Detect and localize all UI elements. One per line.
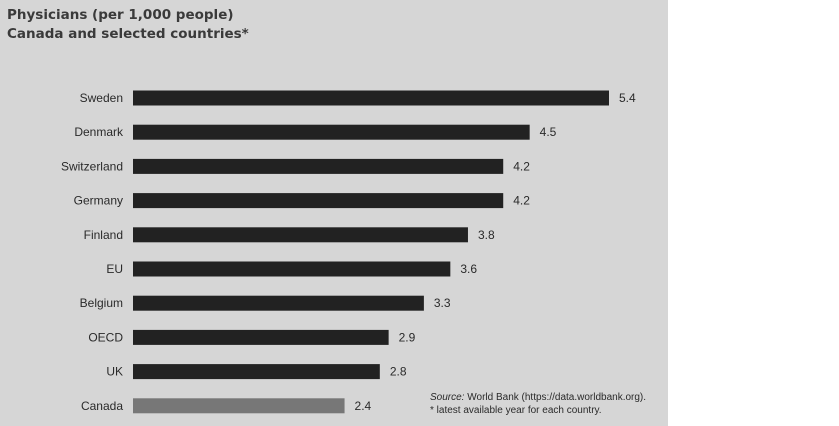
value-label-germany: 4.2	[513, 194, 530, 208]
bar-denmark	[133, 124, 530, 140]
chart-subtitle: Canada and selected countries*	[7, 26, 249, 42]
source-label: Source:	[430, 392, 465, 403]
bar-eu	[133, 261, 451, 277]
value-label-sweden: 5.4	[619, 91, 636, 105]
value-label-finland: 3.8	[478, 228, 495, 242]
bar-sweden	[133, 90, 609, 106]
bar-uk	[133, 364, 380, 380]
category-label-uk: UK	[106, 365, 123, 379]
bar-canada	[133, 398, 345, 414]
source-text: World Bank (https://data.worldbank.org).	[467, 392, 647, 403]
chart-title: Physicians (per 1,000 people)	[7, 7, 234, 23]
value-label-oecd: 2.9	[399, 330, 416, 344]
chart-panel: Physicians (per 1,000 people) Canada and…	[0, 0, 668, 426]
value-label-denmark: 4.5	[540, 125, 557, 139]
category-label-denmark: Denmark	[74, 125, 124, 139]
bar-chart: Sweden 5.4 Denmark 4.5 Switzerland 4.2 Germany…	[61, 90, 636, 414]
category-label-sweden: Sweden	[80, 91, 123, 105]
category-label-switzerland: Switzerland	[61, 159, 123, 173]
bar-germany	[133, 193, 504, 209]
value-label-eu: 3.6	[460, 262, 477, 276]
value-label-uk: 2.8	[390, 365, 407, 379]
bar-oecd	[133, 329, 389, 345]
category-label-canada: Canada	[81, 399, 123, 413]
value-label-canada: 2.4	[355, 399, 372, 413]
bar-finland	[133, 227, 468, 243]
category-label-belgium: Belgium	[80, 296, 123, 310]
category-label-finland: Finland	[84, 228, 123, 242]
source-note: Source: World Bank (https://data.worldba…	[430, 391, 646, 417]
value-label-switzerland: 4.2	[513, 159, 530, 173]
footnote: * latest available year for each country…	[430, 405, 602, 416]
value-label-belgium: 3.3	[434, 296, 451, 310]
category-label-germany: Germany	[74, 194, 123, 208]
bar-belgium	[133, 295, 424, 311]
bar-switzerland	[133, 158, 504, 174]
category-label-eu: EU	[106, 262, 123, 276]
category-label-oecd: OECD	[88, 330, 123, 344]
